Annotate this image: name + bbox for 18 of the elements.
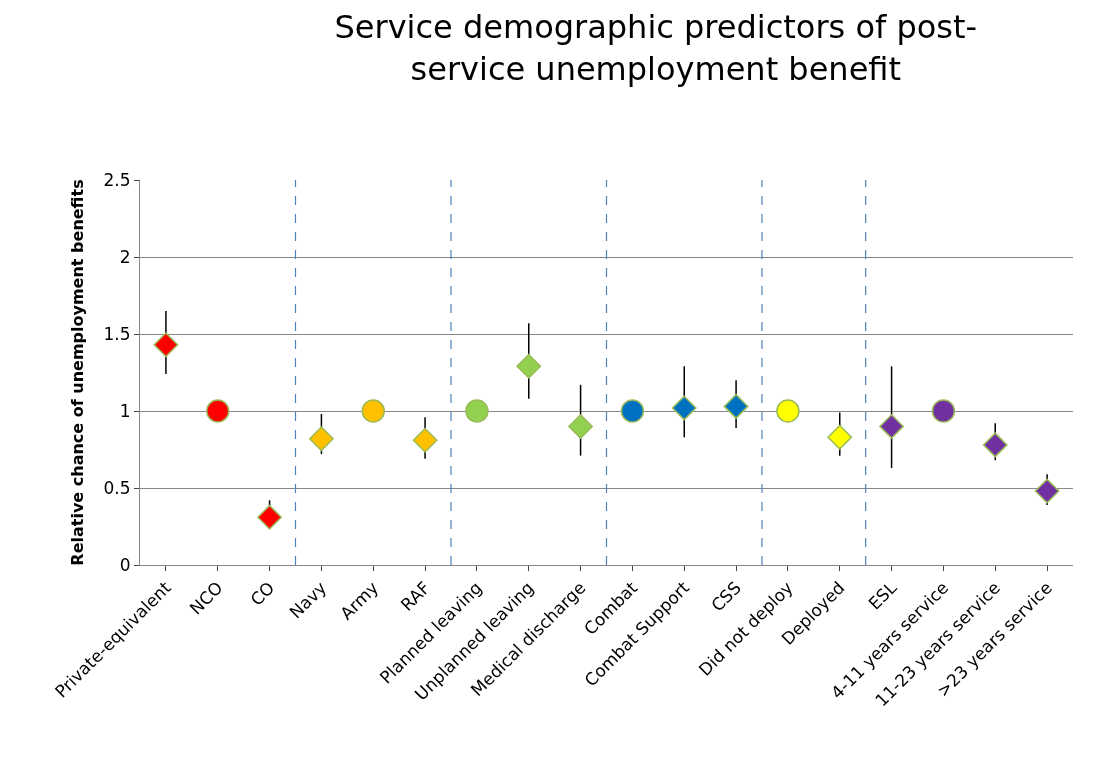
point <box>1034 478 1060 504</box>
y-tick-label: 2.5 <box>103 169 131 190</box>
chart-title: Service demographic predictors of post-service unemployment benefit <box>334 8 978 88</box>
point <box>206 399 230 423</box>
y-tick-label: 0 <box>119 554 131 575</box>
y-tick-label: 1.5 <box>103 323 131 344</box>
point <box>361 399 385 423</box>
point <box>776 399 800 423</box>
point <box>465 399 489 423</box>
y-tick-label: 1 <box>119 400 131 421</box>
x-tick-label: ESL <box>864 577 901 614</box>
y-tick-label: 2 <box>119 246 131 267</box>
x-tick-label: CO <box>246 577 279 610</box>
point <box>879 413 905 439</box>
y-axis-title: Relative chance of unemployment benefits <box>68 179 88 566</box>
point <box>620 399 645 423</box>
y-tick-label: 0.5 <box>103 477 131 498</box>
point <box>982 432 1008 458</box>
